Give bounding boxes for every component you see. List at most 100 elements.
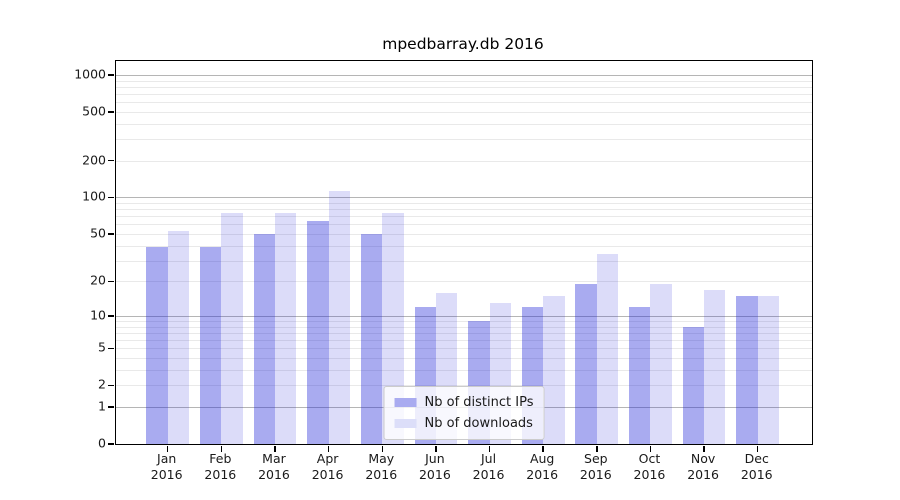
y-tickmark-1 bbox=[108, 406, 115, 408]
y-tickmark-1000 bbox=[108, 74, 115, 76]
gridlines-layer bbox=[116, 61, 812, 444]
y-tick-label-5: 5 bbox=[98, 339, 106, 355]
x-tickmark-oct bbox=[649, 445, 652, 452]
gridline-major-1000 bbox=[116, 74, 812, 76]
legend-swatch-downloads bbox=[394, 419, 417, 428]
gridline-major-100 bbox=[116, 197, 812, 199]
x-tick-label-sep: Sep 2016 bbox=[564, 451, 628, 482]
x-tickmark-jul bbox=[488, 445, 491, 452]
tickmarks-layer bbox=[108, 61, 812, 452]
x-tickmark-mar bbox=[274, 445, 276, 452]
gridline-minor-800 bbox=[116, 86, 812, 88]
y-tick-label-10: 10 bbox=[90, 307, 106, 323]
x-label-year-sep: 2016 bbox=[579, 466, 612, 482]
gridline-major-10 bbox=[116, 315, 812, 317]
gridline-minor-2 bbox=[116, 385, 812, 387]
y-tickmark-200 bbox=[108, 160, 115, 162]
legend-item-distinct-ips: Nb of distinct IPs bbox=[394, 395, 533, 410]
x-tickmark-dec bbox=[757, 445, 759, 452]
legend-swatch-distinct-ips bbox=[394, 398, 417, 407]
x-tickmark-may bbox=[381, 445, 383, 452]
gridline-minor-3 bbox=[116, 369, 812, 371]
gridline-minor-30 bbox=[116, 260, 812, 262]
y-tick-label-1000: 1000 bbox=[74, 66, 106, 82]
x-tickmark-jun bbox=[435, 445, 437, 452]
x-label-year-jul: 2016 bbox=[472, 466, 505, 482]
x-label-year-nov: 2016 bbox=[687, 466, 719, 482]
x-tick-label-apr: Apr 2016 bbox=[296, 451, 360, 482]
y-tickmark-20 bbox=[108, 280, 115, 283]
gridline-minor-7 bbox=[116, 332, 812, 334]
gridline-minor-700 bbox=[116, 93, 812, 95]
gridline-minor-70 bbox=[116, 216, 812, 218]
bar-nov-distinct-ips bbox=[682, 326, 705, 444]
x-label-year-mar: 2016 bbox=[258, 466, 290, 482]
bar-oct-downloads bbox=[650, 283, 672, 444]
bar-feb-distinct-ips bbox=[199, 246, 222, 444]
y-axis: 0 1 2 5 10 20 50 100 200 500 1000 bbox=[0, 60, 106, 450]
y-tickmark-10 bbox=[108, 315, 115, 317]
y-tickmark-500 bbox=[108, 111, 115, 113]
bar-jan-downloads bbox=[167, 230, 190, 444]
y-tick-label-50: 50 bbox=[90, 225, 106, 241]
x-label-year-dec: 2016 bbox=[740, 466, 773, 482]
gridline-minor-6 bbox=[116, 340, 812, 342]
x-tickmark-aug bbox=[542, 445, 544, 452]
y-tickmark-5 bbox=[108, 347, 115, 349]
legend-label-downloads: Nb of downloads bbox=[424, 416, 533, 431]
gridline-minor-20 bbox=[116, 281, 812, 283]
x-tick-label-feb: Feb 2016 bbox=[188, 451, 252, 482]
x-label-year-feb: 2016 bbox=[204, 466, 237, 482]
y-tick-label-1: 1 bbox=[98, 398, 106, 414]
y-tick-label-200: 200 bbox=[82, 152, 106, 168]
gridline-minor-300 bbox=[116, 139, 812, 141]
gridline-minor-60 bbox=[116, 224, 812, 226]
y-tick-label-100: 100 bbox=[82, 188, 106, 204]
gridline-minor-80 bbox=[116, 209, 812, 211]
x-label-month-sep: Sep bbox=[584, 451, 608, 466]
x-label-year-oct: 2016 bbox=[633, 466, 666, 482]
y-tickmark-2 bbox=[108, 384, 115, 386]
gridline-minor-9 bbox=[116, 321, 812, 322]
bar-sep-downloads bbox=[596, 254, 619, 444]
x-label-month-jul: Jul bbox=[480, 451, 497, 466]
y-tickmark-0 bbox=[108, 443, 115, 445]
y-tickmark-50 bbox=[108, 233, 115, 235]
x-label-year-jun: 2016 bbox=[418, 466, 451, 482]
x-tickmark-nov bbox=[703, 445, 705, 452]
bar-feb-downloads bbox=[221, 213, 243, 444]
bar-aug-downloads bbox=[543, 295, 565, 444]
gridline-minor-900 bbox=[116, 80, 812, 82]
x-tick-label-may: May 2016 bbox=[349, 451, 413, 482]
x-label-month-apr: Apr bbox=[316, 451, 339, 466]
y-tick-label-2: 2 bbox=[98, 376, 106, 392]
x-label-month-feb: Feb bbox=[209, 451, 232, 466]
gridline-minor-50 bbox=[116, 233, 812, 235]
x-tickmark-jan bbox=[167, 445, 169, 452]
x-label-year-apr: 2016 bbox=[311, 466, 344, 482]
plot-area: Nb of distinct IPs Nb of downloads bbox=[108, 60, 813, 452]
gridline-minor-5 bbox=[116, 348, 812, 350]
bar-sep-distinct-ips bbox=[575, 283, 597, 444]
x-label-month-nov: Nov bbox=[690, 451, 716, 466]
bar-apr-downloads bbox=[328, 191, 350, 444]
bar-may-distinct-ips bbox=[360, 233, 383, 444]
x-tick-label-dec: Dec 2016 bbox=[725, 451, 789, 482]
gridline-minor-4 bbox=[116, 358, 812, 360]
bar-dec-downloads bbox=[757, 295, 780, 444]
y-tick-label-500: 500 bbox=[82, 103, 106, 119]
bar-mar-downloads bbox=[274, 212, 297, 444]
x-label-month-may: May bbox=[368, 451, 395, 466]
bar-jan-distinct-ips bbox=[146, 246, 168, 444]
y-tick-label-0: 0 bbox=[98, 435, 106, 451]
x-label-month-mar: Mar bbox=[262, 451, 286, 466]
bars-layer bbox=[116, 61, 812, 444]
x-tick-label-jul: Jul 2016 bbox=[457, 451, 521, 482]
x-label-month-oct: Oct bbox=[638, 451, 661, 466]
gridline-minor-500 bbox=[116, 111, 812, 113]
y-tickmark-100 bbox=[108, 196, 115, 199]
x-tick-label-jun: Jun 2016 bbox=[403, 451, 467, 482]
gridline-minor-600 bbox=[116, 102, 812, 104]
gridline-minor-400 bbox=[116, 123, 812, 125]
